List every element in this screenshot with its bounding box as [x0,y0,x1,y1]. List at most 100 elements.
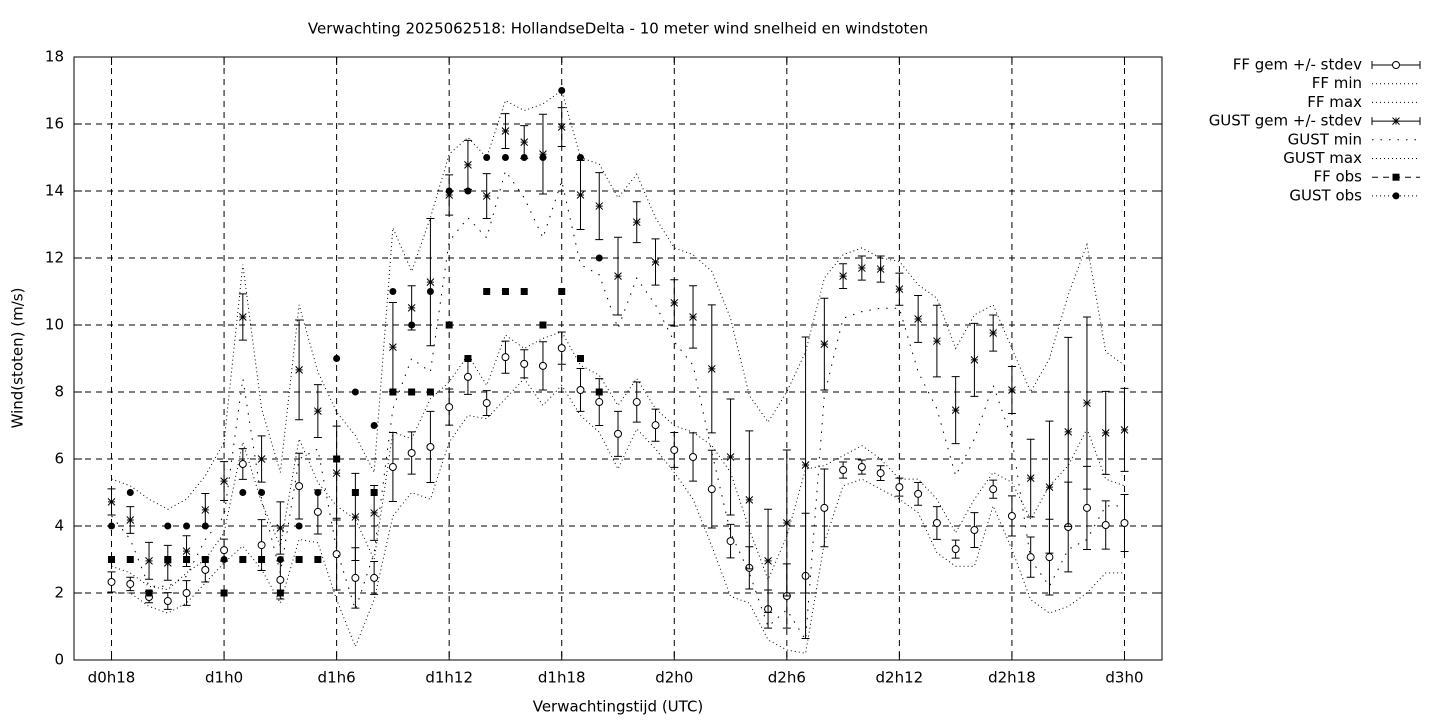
data-point [295,522,303,530]
legend-label: GUST gem +/- stdev [1209,112,1362,130]
data-point [576,154,584,161]
data-point [295,482,304,491]
data-point [370,573,379,582]
legend-label: FF gem +/- stdev [1233,56,1362,74]
data-point [351,513,360,521]
data-point [388,463,397,472]
data-point [820,340,829,348]
legend-marker [1392,192,1400,200]
data-point [126,556,134,563]
data-point [857,463,866,472]
data-point [670,445,679,454]
data-point [764,556,772,565]
data-point [164,556,172,563]
x-tick-label: d0h18 [88,669,136,687]
legend-marker [1392,173,1400,181]
data-point [370,422,378,429]
data-point [276,524,285,532]
data-point [614,272,622,280]
data-point [258,556,266,563]
data-point [501,288,509,295]
data-point [201,506,210,514]
y-tick-label: 6 [54,450,64,468]
data-point [482,399,491,408]
range-line [111,89,1125,510]
data-point [595,398,604,407]
data-point [108,556,116,563]
data-point [163,597,172,606]
data-point [201,522,209,530]
data-point [333,455,341,463]
data-point [895,483,904,492]
data-point [257,541,266,550]
y-tick-label: 4 [54,517,64,535]
data-point [389,288,397,295]
data-point [389,388,397,396]
data-point [182,589,191,597]
data-point [276,575,285,584]
data-point [351,489,359,496]
data-point [1007,511,1016,520]
data-point [445,403,454,412]
data-point [576,191,585,199]
data-point [501,127,510,135]
data-point [558,288,566,295]
data-point [670,299,679,307]
y-tick-label: 8 [54,383,64,401]
data-point [445,321,453,329]
data-point [520,359,529,368]
legend-label: FF min [1312,74,1362,92]
x-tick-label: d2h6 [768,669,806,687]
data-point [726,453,735,461]
data-point [707,365,716,373]
data-point [220,546,229,555]
data-point [295,556,303,563]
data-point [1026,474,1035,482]
x-tick-label: d2h0 [655,669,693,687]
data-point [239,489,247,496]
data-point [914,489,923,498]
data-point [858,264,866,272]
data-point [651,421,660,430]
data-point [1101,520,1110,529]
data-point [933,337,941,345]
legend-marker [1392,117,1400,125]
data-point [951,406,960,414]
data-point [932,518,941,527]
legend-label: FF obs [1313,168,1362,186]
data-point [407,304,416,312]
data-point [483,288,491,295]
x-tick-label: d2h12 [876,669,924,687]
y-tick-label: 18 [45,48,64,66]
data-point [820,503,829,512]
data-point [239,556,247,563]
data-point [107,498,116,506]
data-point [332,469,341,477]
data-point [145,589,153,597]
data-point [539,321,547,329]
data-point [1064,428,1073,436]
data-point [351,388,359,396]
data-point [632,218,641,227]
data-point [595,388,603,396]
data-point [107,577,116,586]
data-point [970,526,979,535]
data-point [351,573,360,582]
data-point [370,509,378,517]
data-point [126,516,135,524]
data-point [182,547,191,555]
data-point [520,288,528,295]
data-point [314,556,322,563]
range-line [111,377,1125,654]
x-tick-label: d1h0 [205,669,243,687]
data-point [220,477,228,485]
legend-marker [1392,61,1400,69]
data-point [426,278,435,286]
data-point [558,87,566,94]
data-point [332,550,341,559]
data-point [126,489,134,496]
data-point [183,556,191,563]
data-point [313,507,322,516]
data-point [1082,503,1091,512]
